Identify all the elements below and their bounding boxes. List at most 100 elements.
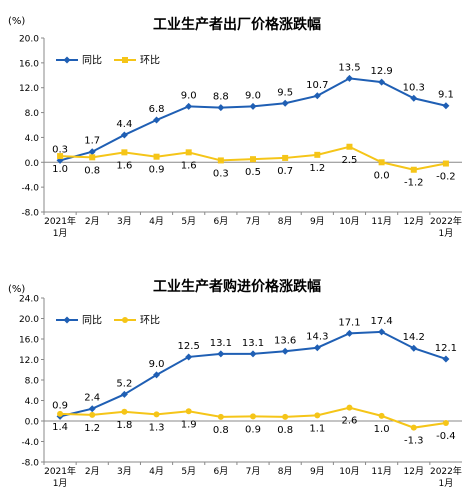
data-label: 0.3	[213, 168, 229, 179]
data-point	[153, 116, 161, 124]
chart-title: 工业生产者出厂价格涨跌幅	[153, 17, 321, 33]
data-label: 1.2	[309, 163, 325, 174]
x-tick-label: 2022年 1月	[430, 215, 462, 239]
data-point	[281, 99, 289, 107]
x-tick-label: 8月	[278, 466, 293, 477]
data-point	[250, 156, 256, 163]
data-point	[410, 166, 417, 173]
data-label: 6.8	[149, 104, 165, 115]
data-point	[185, 353, 193, 361]
data-point	[282, 413, 289, 420]
data-label: 0.5	[245, 167, 261, 178]
x-tick-label: 5月	[181, 216, 196, 227]
data-label: 2.4	[84, 393, 100, 404]
data-point	[442, 102, 450, 110]
data-label: 5.2	[116, 378, 132, 389]
data-label: 10.7	[306, 80, 328, 91]
data-point	[250, 413, 256, 420]
y-tick-label: 20.0	[19, 315, 39, 325]
data-point	[153, 153, 160, 160]
legend-marker	[63, 56, 71, 64]
data-point	[153, 411, 160, 418]
y-tick-label: 24.0	[19, 295, 39, 305]
data-label: 13.6	[274, 335, 296, 346]
data-label: 17.4	[370, 316, 392, 327]
data-label: 12.5	[178, 341, 200, 352]
data-label: -0.4	[436, 431, 456, 442]
data-label: 1.8	[116, 420, 132, 431]
data-label: 0.9	[52, 400, 68, 411]
data-label: 1.0	[52, 164, 68, 175]
data-label: 1.4	[52, 422, 68, 433]
line-chart-output-prices: 20.0 16.0 12.0 8.0 4.0 0.0 -4.0 -8.0 2021年 1月 2月 3月…	[19, 35, 462, 239]
data-point	[185, 149, 192, 156]
x-tick-label: 4月	[149, 216, 164, 227]
x-tick-label: 3月	[117, 216, 132, 227]
data-label: -1.2	[404, 178, 424, 189]
x-tick-label: 2月	[85, 466, 100, 477]
data-point	[442, 355, 450, 363]
data-point	[410, 424, 417, 431]
data-label: 9.0	[245, 90, 261, 101]
data-point	[217, 413, 224, 420]
data-point	[314, 151, 321, 158]
data-label: 2.5	[342, 155, 358, 166]
x-tick-label: 6月	[213, 466, 228, 477]
data-label: 14.2	[403, 332, 425, 343]
legend-label: 环比	[140, 315, 160, 327]
legend-marker	[122, 317, 128, 323]
y-axis-unit: (%)	[8, 16, 26, 27]
chart-panel-output-prices: 工业生产者出厂价格涨跌幅 (%) 20.0 16.0 12.0 8.0 4.0 0.0 -4…	[8, 16, 462, 239]
data-point	[121, 149, 128, 156]
x-tick-label: 5月	[181, 466, 196, 477]
data-label: 0.8	[84, 165, 100, 176]
x-tick-label: 6月	[213, 216, 228, 227]
data-point	[89, 154, 96, 161]
data-point	[153, 371, 161, 379]
data-label: 13.5	[338, 62, 360, 73]
data-label: 1.3	[149, 422, 165, 433]
chart-panel-purchase-prices: 工业生产者购进价格涨跌幅 (%) 24.0 20.0 16.0 12.0 8.0 4.0 0…	[0, 250, 474, 500]
x-tick-label: 2022年 1月	[430, 465, 462, 489]
y-tick-label: 8.0	[25, 377, 40, 387]
data-point	[346, 143, 353, 150]
data-label: 9.0	[149, 359, 165, 370]
data-label: 0.0	[374, 170, 390, 181]
data-label: 1.6	[181, 160, 197, 171]
data-label: 1.7	[84, 136, 100, 147]
data-label: 1.1	[309, 423, 325, 434]
data-point	[313, 92, 321, 100]
data-point	[185, 102, 193, 110]
data-point	[57, 410, 64, 417]
data-label: 0.7	[277, 166, 293, 177]
data-label: 0.3	[52, 144, 68, 155]
x-tick-label: 7月	[246, 216, 261, 227]
data-label: 0.8	[213, 425, 229, 436]
data-label: 4.4	[116, 119, 132, 130]
data-label: 9.0	[181, 90, 197, 101]
data-point	[249, 102, 257, 110]
data-point	[88, 405, 96, 413]
data-point	[281, 347, 289, 355]
data-label: -0.2	[436, 172, 456, 183]
y-tick-label: 12.0	[19, 84, 39, 94]
data-point	[57, 153, 64, 160]
data-label: -1.3	[404, 436, 424, 447]
y-tick-label: 4.0	[25, 134, 40, 144]
y-tick-label: -4.0	[21, 438, 39, 448]
x-tick-label: 3月	[117, 466, 132, 477]
x-tick-label: 10月	[339, 216, 359, 227]
data-point	[378, 412, 385, 419]
data-point	[120, 131, 128, 139]
data-point	[217, 157, 224, 164]
data-point	[410, 344, 418, 352]
legend-label: 环比	[140, 55, 160, 67]
data-point	[120, 390, 128, 398]
data-label: 2.6	[342, 416, 358, 427]
y-tick-label: -4.0	[21, 184, 39, 194]
data-point	[88, 148, 96, 156]
y-tick-label: -8.0	[21, 209, 39, 219]
y-tick-label: -8.0	[21, 459, 39, 469]
legend-label: 同比	[82, 55, 102, 67]
x-tick-label: 8月	[278, 216, 293, 227]
